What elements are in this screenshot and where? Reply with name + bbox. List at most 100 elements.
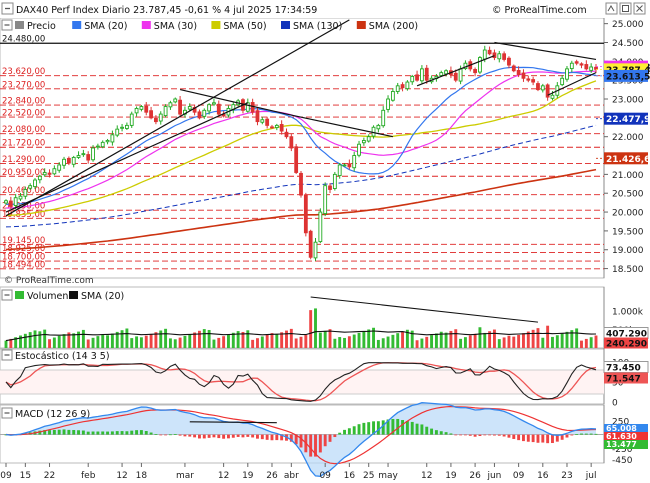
candle-body: [521, 72, 526, 79]
x-tick-label: 12: [421, 471, 432, 481]
x-tick-label: 23: [561, 471, 572, 481]
macd-histogram-bar: [338, 432, 342, 435]
volume-trendline: [310, 296, 539, 323]
volume-bar: [256, 338, 259, 348]
macd-histogram-bar: [347, 428, 351, 435]
candle-body: [187, 106, 192, 110]
collapse-icon[interactable]: [1, 2, 14, 15]
candle-body: [560, 77, 565, 86]
candle-body: [134, 107, 139, 114]
candle-body: [536, 83, 540, 91]
volume-bar: [280, 332, 284, 348]
legend-label: SMA (30): [154, 21, 197, 32]
macd-histogram-bar: [81, 430, 85, 435]
volume-bar: [275, 333, 279, 348]
sma200-line: [5, 168, 597, 251]
stoch-k-line: [5, 362, 597, 402]
candle-body: [212, 102, 216, 105]
macd-histogram-bar: [231, 434, 235, 438]
macd-histogram-bar: [483, 434, 487, 436]
volume-bar: [299, 336, 303, 348]
macd-histogram-bar: [101, 431, 105, 435]
window-controls[interactable]: [605, 2, 646, 15]
x-tick-label: 15: [20, 471, 31, 481]
volume-bar: [81, 329, 85, 348]
legend-swatch: [15, 21, 24, 29]
macd-legend: MACD (12 26 9): [1, 407, 90, 420]
macd-histogram-bar: [106, 431, 110, 435]
volume-bar: [502, 337, 506, 348]
volume-bar: [449, 330, 453, 348]
stochastic-layer: [0, 362, 604, 402]
macd-histogram-bar: [594, 433, 598, 435]
candle-body: [37, 175, 42, 181]
macd-histogram-bar: [280, 434, 284, 441]
macd-histogram-bar: [86, 431, 90, 435]
candle-body: [57, 164, 62, 171]
volume-bar: [430, 335, 434, 348]
candle-body: [197, 111, 202, 119]
candle-body: [178, 99, 182, 115]
macd-histogram-bar: [125, 431, 129, 435]
macd-histogram-bar: [48, 430, 51, 435]
volume-bar: [212, 339, 216, 348]
sma30-line: [6, 70, 597, 209]
candle-body: [294, 146, 299, 173]
x-tick-label: abr: [284, 471, 299, 481]
volume-bar: [9, 338, 13, 348]
candle-body: [149, 110, 153, 119]
volume-bar: [391, 334, 395, 348]
volume-bar: [396, 333, 400, 348]
volume-label: Volumen: [27, 291, 68, 302]
macd-histogram-bar: [463, 434, 467, 436]
candle-body: [8, 200, 13, 207]
price-tag: [604, 152, 648, 165]
macd-histogram-bar: [173, 434, 177, 435]
macd-histogram-bar: [275, 434, 279, 441]
macd-histogram-bar: [168, 434, 172, 436]
macd-histogram-bar: [110, 431, 114, 435]
candle-body: [545, 84, 550, 98]
volume-bar: [188, 334, 192, 348]
x-tick-label: feb: [81, 471, 96, 481]
macd-histogram-bar: [565, 434, 569, 438]
candle-body: [129, 113, 134, 126]
volume-bar: [14, 337, 18, 348]
macd-histogram-bar: [188, 434, 192, 437]
volume-bar: [333, 338, 337, 348]
macd-histogram-bar: [546, 434, 550, 444]
candle-body: [318, 211, 323, 243]
candle-body: [526, 78, 531, 81]
macd-histogram-bar: [202, 434, 206, 439]
macd-histogram-bar: [381, 420, 385, 435]
volume-bar: [386, 336, 390, 348]
macd-histogram-bar: [420, 424, 424, 435]
candle-body: [332, 173, 337, 189]
macd-tag: [604, 440, 648, 449]
macd-histogram-bar: [459, 434, 463, 436]
candle-body: [386, 98, 390, 110]
x-tick-label: 09: [513, 471, 525, 481]
candle-body: [255, 110, 260, 123]
candle-body: [352, 155, 357, 169]
macd-histogram-bar: [91, 431, 95, 435]
volume-bar: [33, 330, 37, 348]
stoch-tag-label: 73.450: [606, 364, 641, 374]
volume-bar: [468, 335, 472, 348]
x-tick-label: 09: [0, 471, 12, 481]
candle-body: [303, 194, 308, 234]
macd-histogram-bar: [492, 434, 496, 436]
macd-histogram-bar: [52, 429, 56, 435]
macd-histogram-bar: [251, 434, 255, 438]
price-tag: [604, 69, 648, 82]
candle-body: [139, 106, 144, 110]
macd-histogram-bar: [227, 434, 230, 439]
macd-histogram-bar: [376, 421, 380, 435]
volume-bar: [251, 339, 255, 348]
candle-body: [569, 62, 574, 70]
volume-bar: [86, 339, 90, 348]
y-tick-label: 24.500: [612, 39, 644, 49]
volume-bar: [367, 329, 371, 348]
candle-body: [18, 195, 23, 200]
trendlines-layer: [5, 19, 597, 217]
